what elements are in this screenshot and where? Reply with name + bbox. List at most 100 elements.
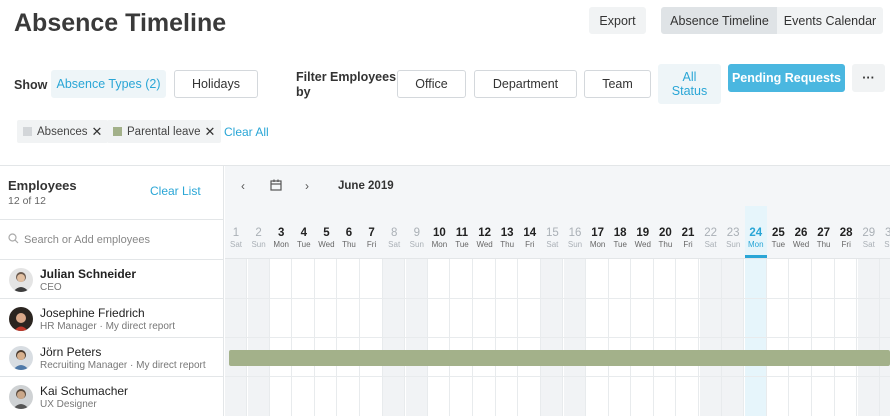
weekday-label: Fri [683, 240, 693, 249]
weekday-label: Sat [704, 240, 717, 249]
day-header: 22 Sat [700, 206, 722, 258]
day-number: 7 [368, 227, 375, 239]
absence-types-button[interactable]: Absence Types (2) [51, 70, 166, 98]
day-number: 22 [704, 227, 717, 239]
avatar [9, 346, 33, 370]
day-header: 15 Sat [541, 206, 563, 258]
employee-search[interactable]: Search or Add employees [0, 219, 223, 259]
employee-row[interactable]: Kai Schumacher UX Designer [0, 376, 223, 415]
all-status-button[interactable]: All Status [658, 64, 721, 104]
day-number: 5 [323, 227, 330, 239]
day-number: 26 [794, 227, 808, 239]
weekday-label: Tue [771, 240, 786, 249]
day-header: 29 Sat [858, 206, 880, 258]
parental-leave-swatch [113, 127, 122, 136]
weekday-label: Wed [318, 240, 335, 249]
remove-chip-icon[interactable]: ✕ [204, 123, 216, 139]
day-header: 14 Fri [519, 206, 541, 258]
export-button[interactable]: Export [589, 7, 646, 34]
employee-role: HR Manager · My direct report [40, 321, 176, 332]
day-number: 12 [478, 227, 491, 239]
employee-role: CEO [40, 282, 62, 293]
section-divider [0, 165, 890, 166]
calendar-nav: ‹ › June 2019 [225, 166, 890, 206]
day-header: 2 Sun [248, 206, 270, 258]
weekday-label: Thu [500, 240, 515, 249]
tab-events-calendar[interactable]: Events Calendar [777, 7, 883, 34]
day-number: 3 [277, 227, 285, 239]
employee-name: Josephine Friedrich [40, 306, 145, 320]
day-header: 17 Mon [587, 206, 609, 258]
day-header: 23 Sun [722, 206, 744, 258]
day-number: 29 [862, 227, 876, 239]
employees-count: 12 of 12 [8, 195, 46, 207]
filter-employees-line1: Filter Employees [296, 70, 397, 84]
day-header: 20 Thu [654, 206, 676, 258]
day-number: 10 [432, 227, 446, 239]
weekday-label: Sat [229, 240, 242, 249]
absence-bar-parental-leave[interactable] [229, 350, 890, 366]
clear-all-link[interactable]: Clear All [224, 125, 269, 139]
chevron-right-icon[interactable]: › [305, 179, 309, 193]
weekday-label: Sun [251, 240, 266, 249]
day-header: 27 Thu [813, 206, 835, 258]
employee-row[interactable]: Jörn Peters Recruiting Manager · My dire… [0, 337, 223, 376]
weekday-label: Thu [342, 240, 356, 249]
clear-list-link[interactable]: Clear List [150, 184, 201, 198]
weekday-label: Mon [589, 240, 606, 249]
day-number: 25 [771, 227, 785, 239]
employee-name: Jörn Peters [40, 345, 102, 359]
employee-role: UX Designer [40, 399, 97, 410]
team-button[interactable]: Team [584, 70, 651, 98]
pending-requests-button[interactable]: Pending Requests [728, 64, 845, 92]
day-header: 5 Wed [315, 206, 337, 258]
day-number: 2 [255, 227, 262, 239]
day-number: 11 [455, 227, 469, 239]
weekday-label: Thu [658, 240, 673, 249]
remove-chip-icon[interactable]: ✕ [91, 123, 103, 139]
tab-absence-timeline[interactable]: Absence Timeline [661, 7, 778, 34]
department-button[interactable]: Department [474, 70, 577, 98]
timeline-calendar: ‹ › June 2019 1 Sat 2 Sun 3 Mon 4 Tue 5 Wed 6 Thu 7 F… [225, 166, 890, 416]
day-header: 1 Sat [225, 206, 247, 258]
weekday-label: Mon [273, 240, 289, 249]
day-header: 26 Wed [790, 206, 812, 258]
filter-employees-label: Filter Employees by [296, 70, 396, 100]
day-number: 27 [817, 227, 830, 239]
absences-swatch [23, 127, 32, 136]
day-number: 15 [545, 227, 559, 239]
chip-label: Parental leave [127, 125, 201, 138]
chevron-left-icon[interactable]: ‹ [241, 179, 245, 193]
office-button[interactable]: Office [397, 70, 466, 98]
weekday-label: Sat [546, 240, 559, 249]
holidays-button[interactable]: Holidays [174, 70, 258, 98]
search-placeholder: Search or Add employees [24, 234, 150, 246]
day-number: 1 [232, 227, 240, 239]
more-options-button[interactable]: ··· [852, 64, 885, 92]
employee-row[interactable]: Josephine Friedrich HR Manager · My dire… [0, 298, 223, 337]
day-header: 21 Fri [677, 206, 699, 258]
day-number: 24 [749, 227, 763, 239]
employee-row[interactable]: Julian Schneider CEO [0, 259, 223, 298]
day-number: 21 [681, 227, 695, 239]
show-label: Show [14, 78, 48, 92]
weekday-label: Fri [841, 240, 851, 249]
weekday-label: Sun [884, 240, 890, 249]
employees-title: Employees [8, 178, 77, 193]
employee-name: Julian Schneider [40, 267, 137, 281]
day-header: 4 Tue [293, 206, 315, 258]
avatar [9, 268, 33, 292]
day-header: 9 Sun [406, 206, 428, 258]
day-number: 8 [390, 227, 398, 239]
filter-chip-absences: Absences ✕ [17, 120, 109, 143]
calendar-icon[interactable] [270, 179, 282, 194]
day-header: 11 Tue [451, 206, 473, 258]
day-number: 23 [726, 227, 740, 239]
page-title: Absence Timeline [14, 9, 227, 37]
day-header: 19 Wed [632, 206, 654, 258]
day-header: 6 Thu [338, 206, 360, 258]
weekday-label: Wed [476, 240, 493, 249]
day-number: 20 [658, 227, 672, 239]
day-header: 13 Thu [496, 206, 518, 258]
weekday-label: Wed [792, 240, 810, 249]
